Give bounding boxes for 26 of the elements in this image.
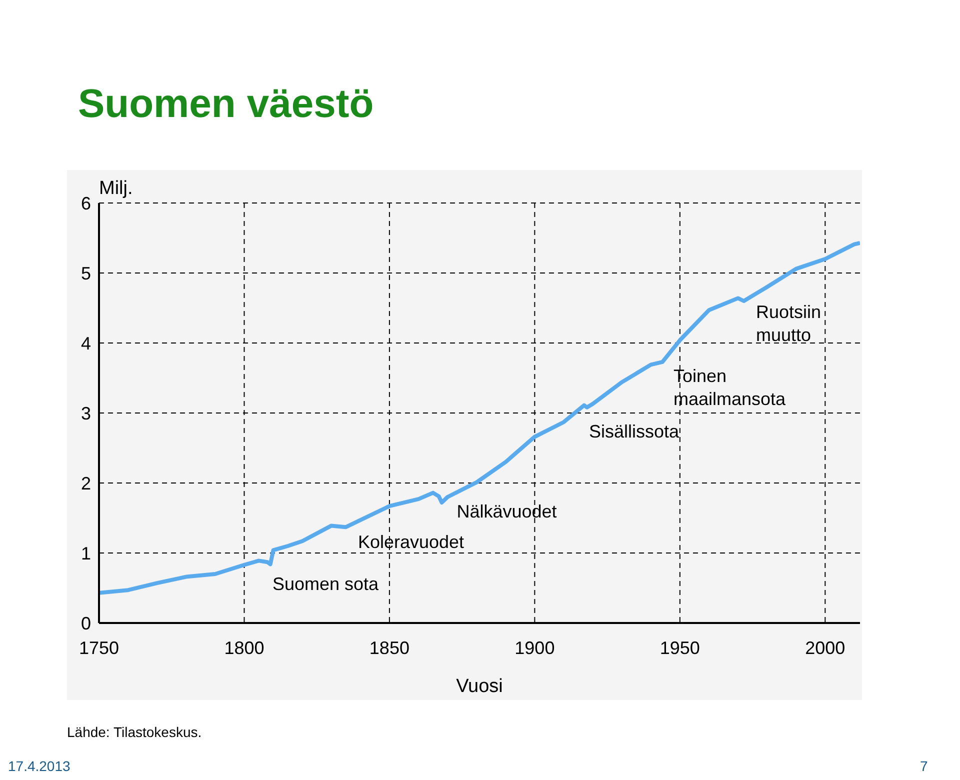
x-tick-label: 1750 xyxy=(78,638,120,658)
y-tick-label: 0 xyxy=(80,613,91,634)
annotation: Suomen sota xyxy=(272,574,380,594)
text: 17.4.2013 xyxy=(8,758,70,774)
y-tick-label: 5 xyxy=(80,263,91,284)
y-tick-label: 2 xyxy=(80,473,91,494)
line-series xyxy=(99,240,860,595)
x-tick-label: 1850 xyxy=(369,638,410,658)
y-tick-label: 1 xyxy=(80,543,91,564)
annotation: Sisällissota xyxy=(588,421,680,442)
annotation: Koleravuodet xyxy=(358,532,464,552)
y-axis-title: Milj. xyxy=(99,178,133,200)
x-tick-label: 2000 xyxy=(805,638,846,658)
text: Lähde: Tilastokeskus. xyxy=(67,724,202,740)
chart-title: Suomen väestö xyxy=(78,82,374,127)
annotation: Toinen maailmansota xyxy=(673,366,787,409)
x-tick-label: 1950 xyxy=(660,638,700,658)
annotation: Ruotsiin muutto xyxy=(756,302,822,346)
annotation: Nälkävuodet xyxy=(456,502,557,522)
y-tick-label: 3 xyxy=(80,403,91,424)
x-tick-label: 1800 xyxy=(224,638,264,658)
text: 7 xyxy=(920,758,928,774)
y-tick-label: 4 xyxy=(80,333,91,354)
y-tick-label: 6 xyxy=(80,193,91,214)
x-axis-title: Vuosi xyxy=(456,676,503,697)
x-tick-label: 1900 xyxy=(514,638,555,658)
